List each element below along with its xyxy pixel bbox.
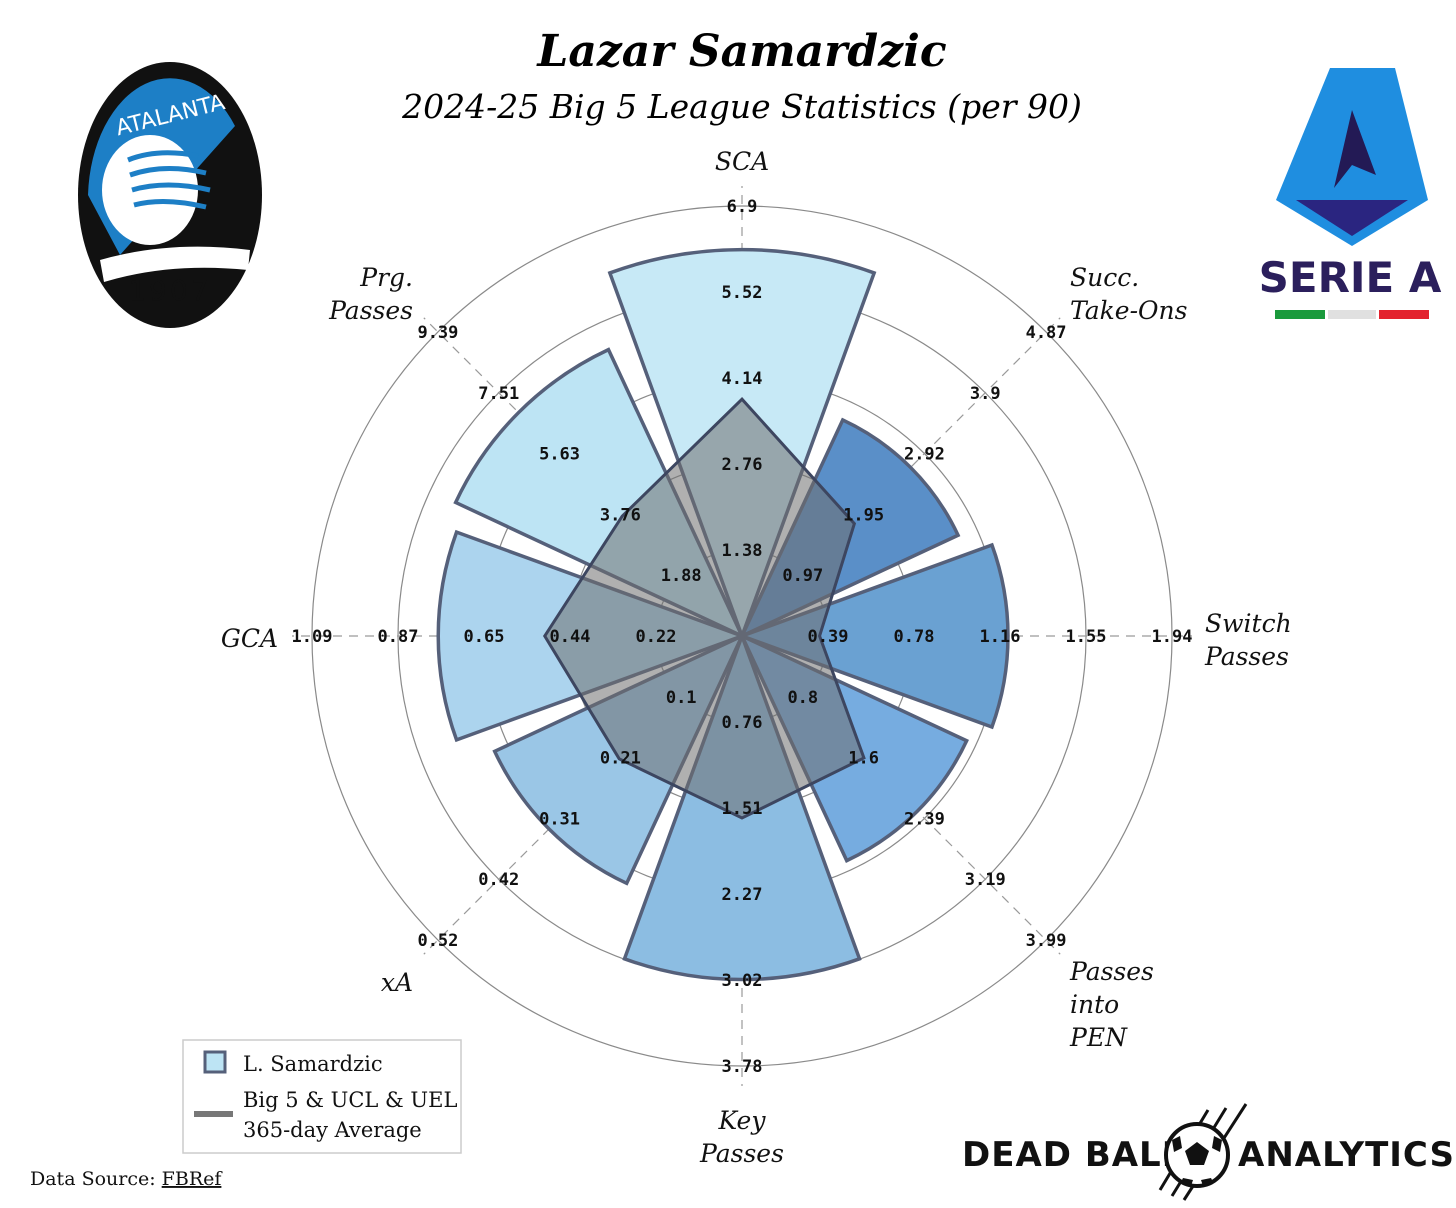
- brand-left: DEAD BALL: [962, 1135, 1184, 1175]
- tick-label: 0.22: [636, 627, 677, 647]
- axis-label: Prg.: [359, 263, 413, 292]
- axis-label: Switch: [1205, 609, 1292, 638]
- legend-player-swatch: [203, 1050, 227, 1074]
- axis-label: PEN: [1069, 1023, 1128, 1052]
- tick-label: 0.65: [464, 627, 505, 647]
- axis-label: SCA: [715, 147, 769, 176]
- data-source-prefix: Data Source:: [30, 1168, 162, 1190]
- tick-label: 1.88: [661, 566, 702, 586]
- axis-label: xA: [381, 968, 413, 997]
- tick-label: 3.9: [970, 384, 1001, 404]
- tick-label: 0.97: [782, 566, 823, 586]
- polar-plot: 1.38 2.76 4.14 5.52 6.9 0.97 1.95 2.92 3.9 4.87 0.…: [221, 147, 1292, 1168]
- tick-label: 2.76: [722, 455, 763, 475]
- axis-label: GCA: [221, 624, 278, 653]
- grid-ring-5: [311, 205, 1173, 1067]
- soccer-ball-icon: [1158, 1103, 1248, 1201]
- club-badge-logo: ATALANTA 1907: [78, 62, 262, 328]
- tick-label: 4.87: [1026, 323, 1067, 343]
- badge-year: 1907: [128, 274, 211, 307]
- chart-title: Lazar Samardzic: [535, 26, 946, 77]
- tick-label: 0.52: [417, 931, 458, 951]
- tick-label: 1.51: [722, 799, 763, 819]
- serie-a-logo: SERIE A: [1259, 68, 1442, 319]
- bar-switch-passes: [736, 542, 1010, 730]
- axis-label: Succ.: [1070, 263, 1139, 292]
- data-source-link[interactable]: FBRef: [162, 1168, 224, 1190]
- tick-label: 0.42: [478, 870, 519, 890]
- serie-a-text: SERIE A: [1259, 253, 1442, 302]
- flag-red: [1379, 310, 1429, 319]
- legend: L. Samardzic Big 5 & UCL & UEL 365-day A…: [182, 1039, 462, 1154]
- axis-label: Passes: [1204, 642, 1289, 671]
- tick-label: 3.76: [600, 505, 641, 525]
- tick-label: 7.51: [478, 384, 519, 404]
- badge-band: [100, 246, 250, 282]
- flag-white: [1328, 310, 1376, 319]
- chart-subtitle: 2024-25 Big 5 League Statistics (per 90): [401, 87, 1082, 126]
- tick-label: 0.21: [600, 749, 641, 769]
- tick-label: 0.1: [666, 688, 697, 708]
- tick-label: 1.16: [980, 627, 1021, 647]
- legend-average-label-line2: 365-day Average: [243, 1118, 422, 1142]
- tick-label: 2.27: [722, 885, 763, 905]
- tick-label: 1.6: [848, 749, 879, 769]
- tick-label: 1.09: [292, 627, 333, 647]
- tick-label: 0.8: [787, 688, 818, 708]
- axis-label: Key: [718, 1106, 767, 1135]
- tick-label: 0.78: [894, 627, 935, 647]
- tick-label: 0.76: [722, 713, 763, 733]
- axis-label: Passes: [1069, 957, 1154, 986]
- tick-label: 5.52: [722, 283, 763, 303]
- flag-green: [1275, 310, 1325, 319]
- tick-label: 3.99: [1026, 931, 1067, 951]
- tick-label: 5.63: [539, 445, 580, 465]
- legend-average-label-line1: Big 5 & UCL & UEL: [243, 1088, 457, 1112]
- tick-label: 1.94: [1152, 627, 1193, 647]
- tick-label: 0.87: [378, 627, 419, 647]
- axis-label: Take-Ons: [1070, 296, 1187, 325]
- dead-ball-analytics-logo: DEAD BALL ANALYTICS: [962, 1103, 1455, 1201]
- axis-label: into: [1070, 990, 1119, 1019]
- tick-label: 0.39: [808, 627, 849, 647]
- tick-label: 3.02: [722, 971, 763, 991]
- tick-label: 3.19: [965, 870, 1006, 890]
- data-source: Data Source: FBRef: [30, 1168, 223, 1190]
- tick-label: 0.44: [550, 627, 591, 647]
- tick-label: 3.78: [722, 1057, 763, 1077]
- axis-label: Passes: [328, 296, 413, 325]
- tick-label: 2.92: [904, 445, 945, 465]
- tick-label: 1.95: [843, 505, 884, 525]
- legend-box: [182, 1039, 462, 1154]
- axis-label: Passes: [699, 1139, 784, 1168]
- tick-label: 4.14: [722, 369, 763, 389]
- brand-right: ANALYTICS: [1238, 1135, 1455, 1175]
- legend-player-label: L. Samardzic: [243, 1052, 383, 1076]
- tick-label: 1.55: [1066, 627, 1107, 647]
- badge-emblem: [102, 135, 198, 245]
- tick-label: 9.39: [417, 323, 458, 343]
- tick-label: 6.9: [727, 197, 758, 217]
- average-polygon: [542, 397, 866, 820]
- tick-label: 1.38: [722, 541, 763, 561]
- tick-label: 0.31: [539, 809, 580, 829]
- tick-label: 2.39: [904, 809, 945, 829]
